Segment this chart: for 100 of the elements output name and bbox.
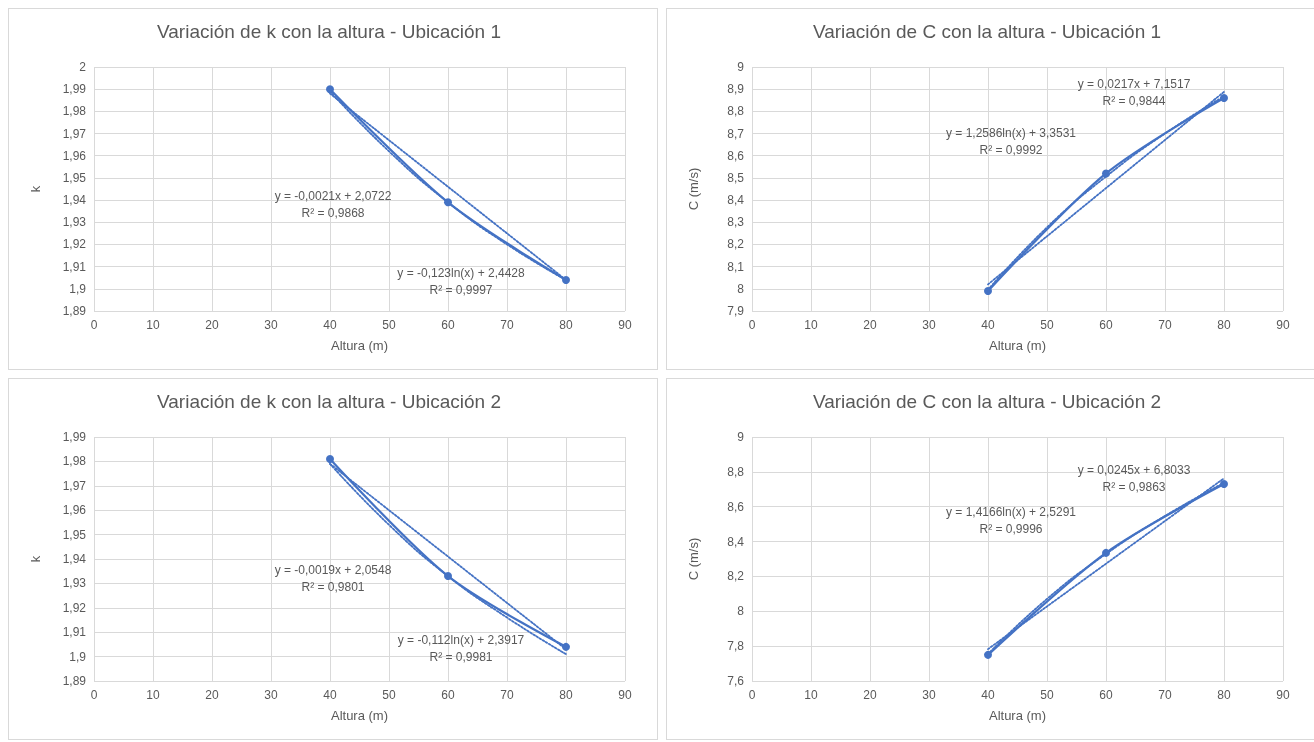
y-tick-label: 2 [79, 60, 87, 74]
x-tick-label: 50 [1040, 318, 1054, 332]
x-tick-label: 10 [804, 318, 818, 332]
y-tick-label: 8,9 [727, 82, 745, 97]
point [444, 198, 452, 207]
x-tick-label: 0 [90, 688, 98, 702]
x-tick-label: 0 [90, 318, 98, 332]
x-axis-title: Altura (m) [988, 338, 1047, 353]
x-tick-label: 60 [441, 318, 455, 332]
x-tick-label: 60 [1099, 318, 1113, 332]
x-tick-label: 90 [618, 318, 632, 332]
x-tick-label: 10 [146, 688, 160, 702]
x-tick-label: 60 [441, 688, 455, 702]
y-tick-label: 8,3 [727, 215, 745, 230]
y-tick-label: 1,92 [62, 237, 87, 252]
point [1102, 169, 1110, 178]
x-tick-label: 70 [1158, 318, 1172, 332]
y-tick-label: 1,91 [62, 259, 87, 274]
y-tick-label: 1,93 [62, 576, 87, 591]
y-tick-label: 8,8 [727, 104, 745, 119]
point [326, 85, 334, 94]
x-tick-label: 30 [922, 688, 936, 702]
y-tick-label: 1,9 [69, 649, 87, 664]
y-tick-label: 8,7 [727, 126, 745, 141]
x-axis-title: Altura (m) [988, 708, 1047, 723]
x-tick-label: 10 [146, 318, 160, 332]
annotation: y = 1,4166ln(x) + 2,5291 R² = 0,9996 [945, 505, 1077, 537]
x-tick-label: 0 [748, 318, 756, 332]
x-tick-label: 80 [1217, 318, 1231, 332]
y-axis-title: k [28, 185, 43, 193]
annotation: y = 0,0217x + 7,1517 R² = 0,9844 [1077, 76, 1191, 108]
point [1102, 548, 1110, 557]
point [444, 572, 452, 581]
y-tick-label: 8,1 [727, 259, 745, 274]
annotation: y = 0,0245x + 6,8033 R² = 0,9863 [1077, 462, 1191, 494]
y-tick-label: 8,6 [727, 499, 745, 514]
annotation: y = 1,2586ln(x) + 3,3531 R² = 0,9992 [945, 125, 1077, 157]
x-tick-label: 30 [264, 318, 278, 332]
chart-title: Variación de C con la altura - Ubicación 2 [812, 391, 1162, 412]
y-tick-label: 1,98 [62, 104, 87, 119]
x-tick-label: 70 [1158, 688, 1172, 702]
x-tick-label: 90 [1276, 688, 1290, 702]
y-tick-label: 8 [737, 281, 745, 296]
y-tick-label: 8,8 [727, 464, 745, 479]
y-tick-label: 1,92 [62, 600, 87, 615]
y-tick-label: 8,4 [727, 534, 745, 549]
x-tick-label: 40 [323, 688, 337, 702]
x-tick-label: 70 [500, 318, 514, 332]
annotation: y = -0,0021x + 2,0722 R² = 0,9868 [274, 188, 392, 220]
point [326, 454, 334, 463]
x-tick-label: 90 [1276, 318, 1290, 332]
x-tick-label: 20 [863, 688, 877, 702]
x-tick-label: 20 [205, 318, 219, 332]
y-axis-title: C (m/s) [686, 537, 701, 581]
x-tick-label: 80 [1217, 688, 1231, 702]
y-axis-title: k [28, 555, 43, 563]
y-tick-label: 7,6 [727, 674, 745, 688]
point [562, 642, 570, 651]
y-tick-label: 8 [737, 604, 745, 619]
y-tick-label: 1,97 [62, 126, 87, 141]
y-tick-label: 9 [737, 60, 745, 74]
point [1220, 480, 1228, 489]
chart-title: Variación de k con la altura - Ubicación 1 [157, 21, 501, 42]
x-tick-label: 0 [748, 688, 756, 702]
x-tick-label: 60 [1099, 688, 1113, 702]
y-tick-label: 1,98 [62, 454, 87, 469]
y-tick-label: 1,94 [62, 193, 87, 208]
y-tick-label: 1,96 [62, 503, 87, 518]
chart-title: Variación de k con la altura - Ubicación 2 [157, 391, 501, 412]
x-tick-label: 40 [323, 318, 337, 332]
y-tick-label: 1,96 [62, 148, 87, 163]
x-tick-label: 40 [981, 318, 995, 332]
x-tick-label: 50 [382, 318, 396, 332]
annotation: y = -0,0019x + 2,0548 R² = 0,9801 [274, 562, 392, 594]
point [984, 650, 992, 659]
y-tick-label: 8,2 [727, 569, 745, 584]
y-tick-label: 1,9 [69, 281, 87, 296]
x-axis-title: Altura (m) [330, 338, 389, 353]
y-tick-label: 8,2 [727, 237, 745, 252]
y-tick-label: 1,99 [62, 430, 87, 444]
y-axis-title: C (m/s) [686, 167, 701, 211]
x-tick-label: 80 [559, 318, 573, 332]
y-tick-label: 8,6 [727, 148, 745, 163]
x-axis-title: Altura (m) [330, 708, 389, 723]
y-tick-label: 1,99 [62, 82, 87, 97]
y-tick-label: 8,4 [727, 193, 745, 208]
y-tick-label: 1,94 [62, 552, 87, 566]
point [562, 275, 570, 284]
x-tick-label: 40 [981, 688, 995, 702]
point [1220, 94, 1228, 103]
x-tick-label: 30 [264, 688, 278, 702]
y-tick-label: 7,8 [727, 639, 745, 654]
y-tick-label: 1,97 [62, 478, 87, 493]
y-tick-label: 1,95 [62, 527, 87, 542]
x-tick-label: 80 [559, 688, 573, 702]
y-tick-label: 8,5 [727, 170, 745, 185]
x-tick-label: 30 [922, 318, 936, 332]
x-tick-label: 70 [500, 688, 514, 702]
y-tick-label: 1,91 [62, 625, 87, 640]
chart-title: Variación de C con la altura - Ubicación 1 [812, 21, 1162, 42]
